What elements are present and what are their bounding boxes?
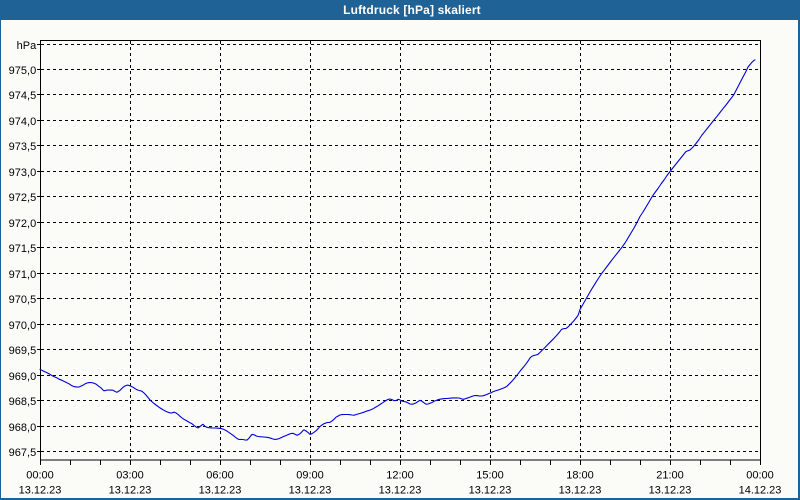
svg-text:970,0: 970,0 (9, 320, 37, 332)
svg-text:973,5: 973,5 (9, 141, 37, 153)
svg-text:972,0: 972,0 (9, 218, 37, 230)
svg-text:974,0: 974,0 (9, 116, 37, 128)
svg-text:18:00: 18:00 (566, 469, 594, 481)
svg-text:971,0: 971,0 (9, 269, 37, 281)
svg-text:13.12.23: 13.12.23 (19, 485, 62, 497)
svg-text:00:00: 00:00 (746, 469, 774, 481)
svg-text:21:00: 21:00 (656, 469, 684, 481)
svg-text:03:00: 03:00 (116, 469, 144, 481)
svg-text:970,5: 970,5 (9, 294, 37, 306)
svg-text:13.12.23: 13.12.23 (199, 485, 242, 497)
svg-text:973,0: 973,0 (9, 167, 37, 179)
svg-text:968,0: 968,0 (9, 422, 37, 434)
svg-text:hPa: hPa (17, 40, 37, 52)
svg-text:12:00: 12:00 (386, 469, 414, 481)
svg-text:975,0: 975,0 (9, 65, 37, 77)
svg-text:969,5: 969,5 (9, 345, 37, 357)
svg-text:06:00: 06:00 (206, 469, 234, 481)
svg-text:13.12.23: 13.12.23 (469, 485, 512, 497)
svg-text:13.12.23: 13.12.23 (379, 485, 422, 497)
svg-text:13.12.23: 13.12.23 (559, 485, 602, 497)
svg-text:971,5: 971,5 (9, 243, 37, 255)
svg-text:13.12.23: 13.12.23 (289, 485, 332, 497)
svg-text:00:00: 00:00 (26, 469, 54, 481)
svg-text:969,0: 969,0 (9, 371, 37, 383)
svg-text:968,5: 968,5 (9, 396, 37, 408)
svg-text:09:00: 09:00 (296, 469, 324, 481)
svg-text:974,5: 974,5 (9, 90, 37, 102)
svg-text:15:00: 15:00 (476, 469, 504, 481)
svg-text:967,5: 967,5 (9, 447, 37, 459)
svg-text:972,5: 972,5 (9, 192, 37, 204)
svg-text:14.12.23: 14.12.23 (739, 485, 782, 497)
svg-text:13.12.23: 13.12.23 (649, 485, 692, 497)
svg-text:13.12.23: 13.12.23 (109, 485, 152, 497)
svg-text:Luftdruck [hPa] skaliert: Luftdruck [hPa] skaliert (343, 3, 481, 17)
